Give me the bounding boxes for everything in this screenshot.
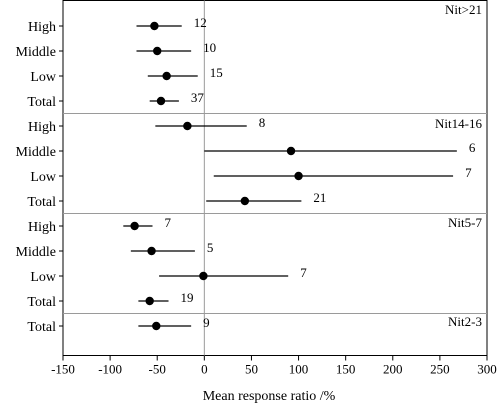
mean-point (286, 146, 296, 156)
sample-size-label: 5 (207, 240, 214, 255)
panel: Nit>21 High 12 Middle 10 Low 15 Total 37 (16, 2, 482, 110)
sample-size-label: 6 (469, 140, 476, 155)
mean-point (152, 321, 161, 331)
x-tick-label: 50 (245, 362, 258, 377)
sample-size-label: 15 (210, 65, 223, 80)
forest-row: Low 15 (30, 65, 222, 85)
forest-row: Total 21 (27, 190, 326, 210)
category-label: High (28, 120, 56, 135)
mean-point (130, 221, 139, 231)
category-label: Low (30, 170, 57, 185)
sample-size-label: 21 (313, 190, 326, 205)
category-label: Total (27, 95, 56, 110)
panels: Nit>21 High 12 Middle 10 Low 15 Total 37 Nit14-16… (16, 2, 483, 335)
panel-dividers (63, 113, 487, 314)
forest-row: Total 19 (27, 290, 193, 310)
sample-size-label: 10 (203, 40, 216, 55)
x-tick-label: 300 (477, 362, 497, 377)
mean-point (156, 96, 166, 106)
x-tick-label: 150 (336, 362, 356, 377)
category-label: Low (30, 270, 57, 285)
mean-point (145, 296, 154, 306)
x-axis: -150 -100 -50 0 50 100 150 200 250 300 (51, 355, 497, 377)
panel: Nit14-16 High 8 Middle 6 Low 7 Total 21 (16, 115, 483, 210)
x-tick-label: 250 (430, 362, 450, 377)
category-label: Middle (16, 145, 56, 160)
category-label: Total (27, 195, 56, 210)
category-label: High (28, 20, 56, 35)
mean-point (240, 196, 250, 206)
panel-label: Nit5-7 (448, 215, 482, 230)
category-label: Total (27, 295, 56, 310)
category-label: Low (30, 70, 57, 85)
panel: Nit5-7 High 7 Middle 5 Low 7 Total 19 (16, 215, 483, 310)
forest-row: Total 37 (27, 90, 204, 110)
mean-point (183, 121, 192, 131)
x-tick-label: 0 (201, 362, 208, 377)
forest-row: High 8 (28, 115, 265, 135)
category-label: Total (27, 320, 56, 335)
plot-frame (62, 0, 488, 356)
mean-point (199, 271, 208, 281)
x-tick-label: -50 (149, 362, 166, 377)
forest-row: High 12 (28, 15, 207, 35)
forest-row: Total 9 (27, 315, 209, 335)
mean-point (150, 21, 159, 31)
forest-row: Low 7 (30, 165, 472, 185)
mean-point (294, 171, 303, 181)
sample-size-label: 9 (203, 315, 210, 330)
sample-size-label: 37 (191, 90, 205, 105)
sample-size-label: 8 (259, 115, 266, 130)
sample-size-label: 12 (194, 15, 207, 30)
category-label: Middle (16, 45, 56, 60)
sample-size-label: 7 (165, 215, 172, 230)
sample-size-label: 19 (181, 290, 194, 305)
panel-label: Nit>21 (445, 2, 482, 17)
panel: Nit2-3 Total 9 (27, 314, 482, 335)
forest-row: Middle 6 (16, 140, 476, 160)
mean-point (162, 71, 171, 81)
category-label: Middle (16, 245, 56, 260)
category-label: High (28, 220, 56, 235)
forest-row: Low 7 (30, 265, 307, 285)
x-tick-label: 200 (383, 362, 403, 377)
forest-row: Middle 10 (16, 40, 217, 60)
forest-row: High 7 (28, 215, 172, 235)
x-tick-label: -150 (51, 362, 75, 377)
sample-size-label: 7 (465, 165, 472, 180)
x-axis-label: Mean response ratio /% (203, 389, 336, 404)
mean-point (153, 46, 162, 56)
x-tick-label: -100 (98, 362, 122, 377)
panel-label: Nit2-3 (448, 314, 482, 329)
mean-point (147, 246, 156, 256)
x-tick-label: 100 (289, 362, 309, 377)
sample-size-label: 7 (300, 265, 307, 280)
panel-label: Nit14-16 (435, 116, 482, 131)
forest-row: Middle 5 (16, 240, 214, 260)
